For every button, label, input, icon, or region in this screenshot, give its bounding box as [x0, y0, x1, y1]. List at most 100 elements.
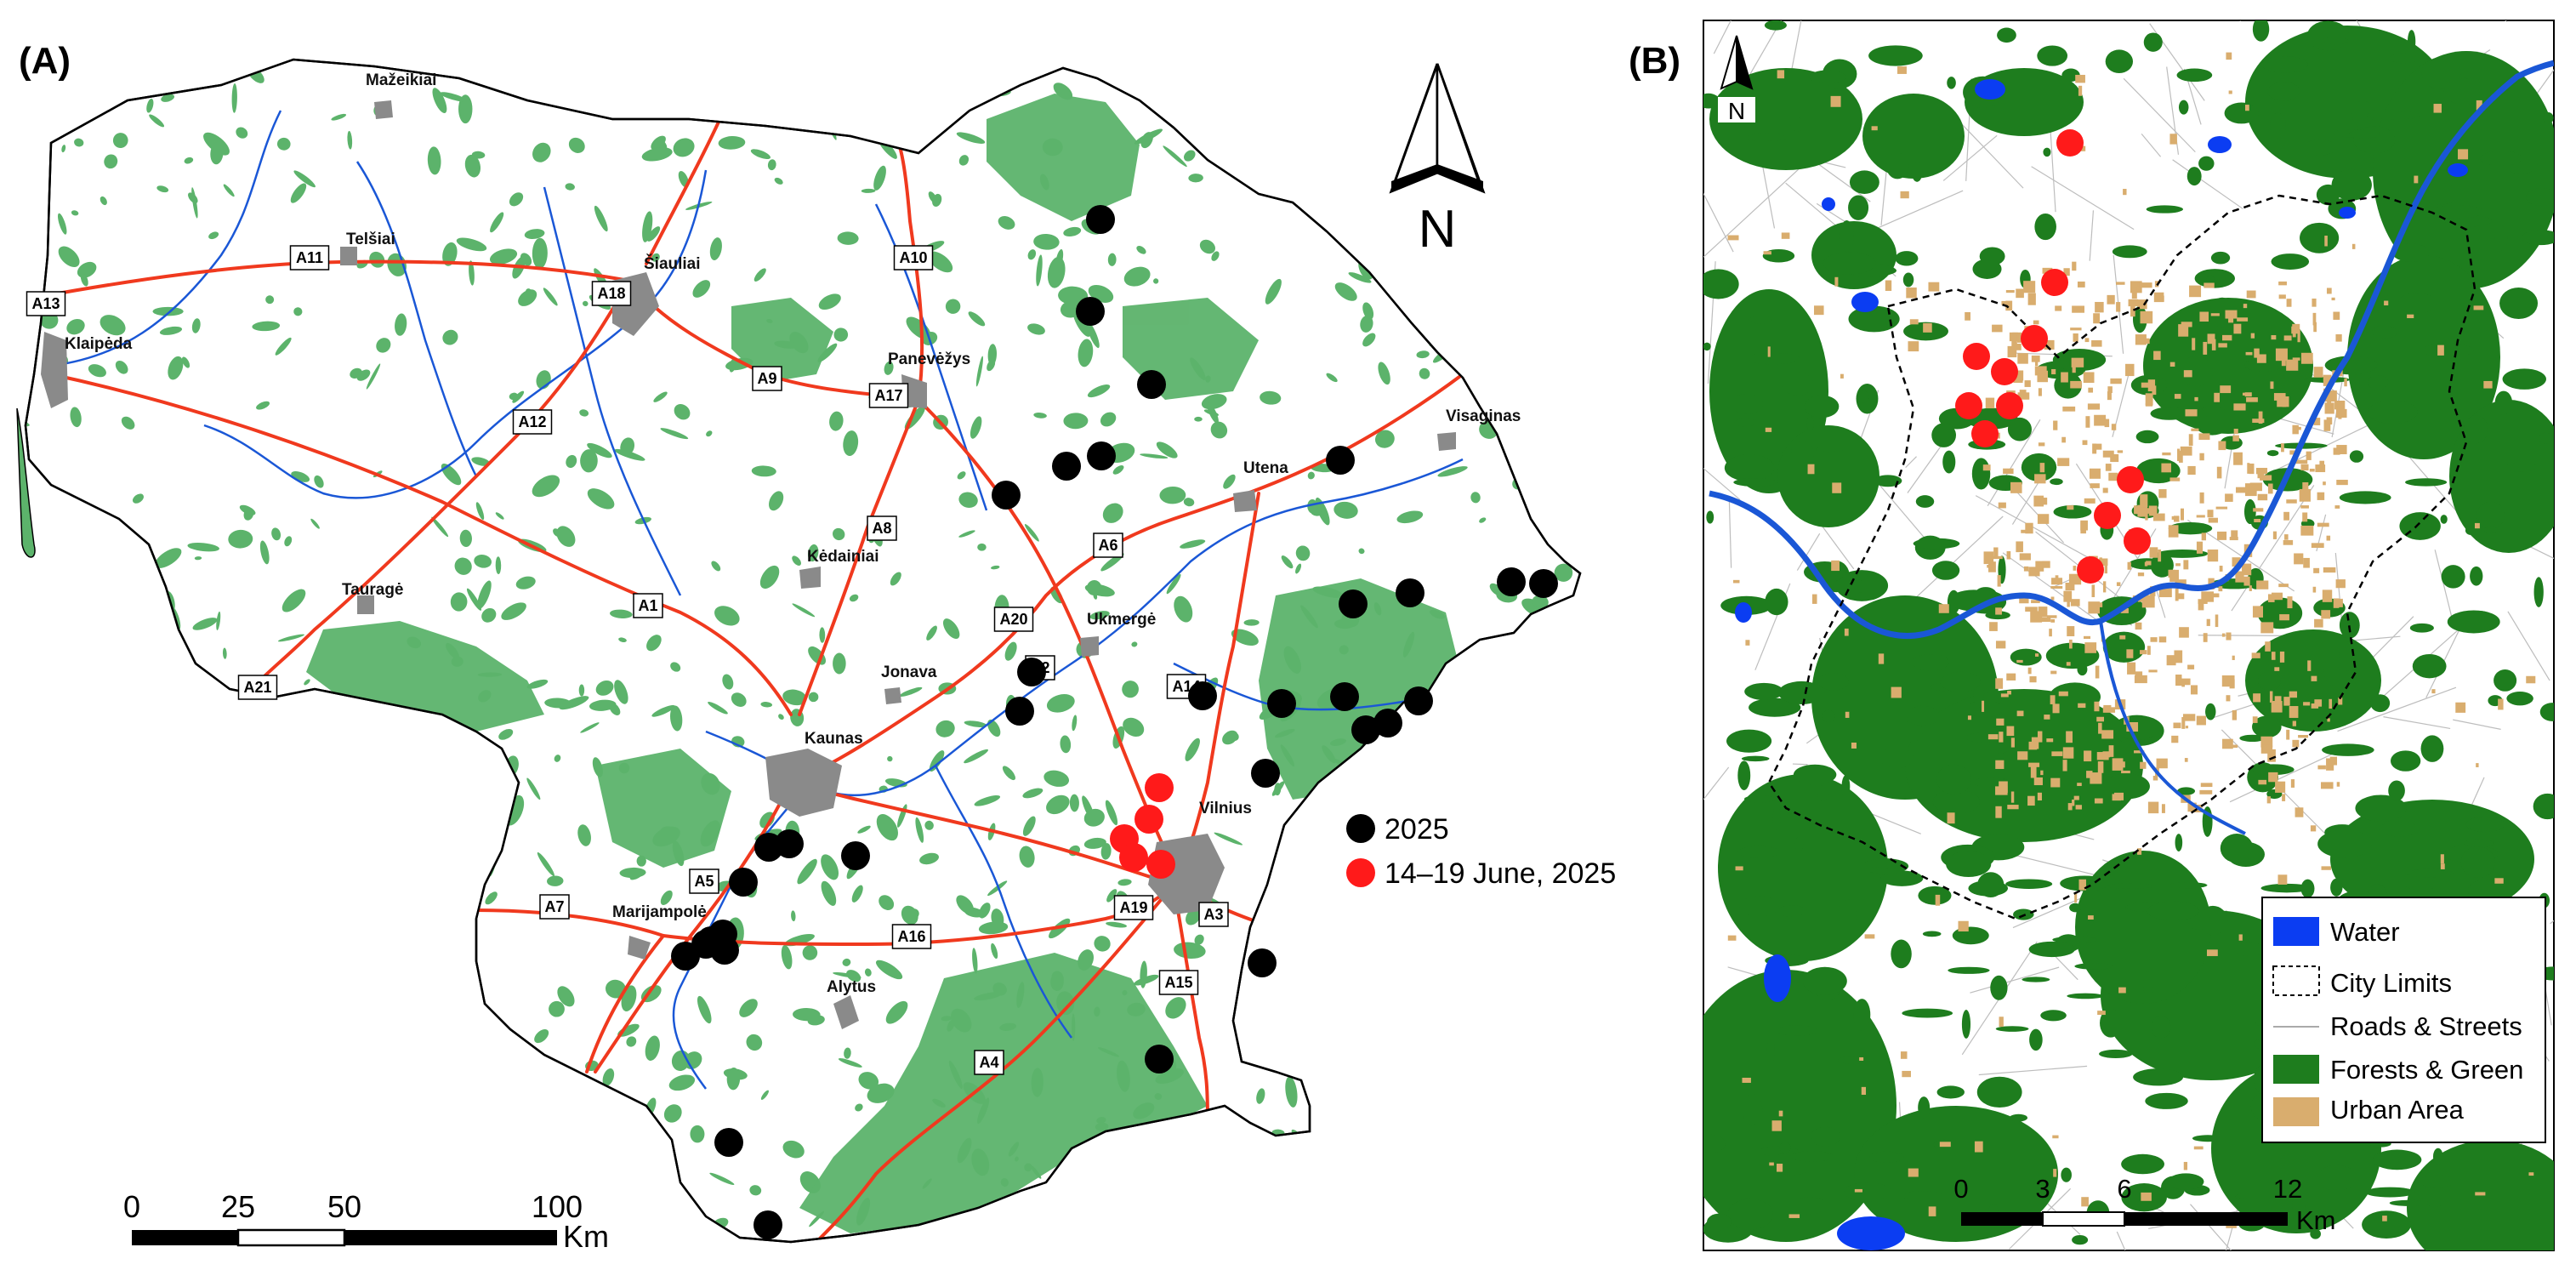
road-label: A21 [237, 675, 278, 700]
road-label: A7 [539, 894, 570, 920]
svg-text:A9: A9 [757, 370, 776, 387]
legend-b-urban-swatch [2273, 1097, 2319, 1126]
curonian-spit [16, 407, 36, 558]
road-label: A17 [868, 383, 909, 408]
road-label: A6 [1093, 532, 1123, 558]
city-label: Kaunas [805, 730, 863, 748]
point-2025 [841, 841, 870, 870]
city-label: Šiauliai [644, 254, 701, 273]
legend-label-june: 14–19 June, 2025 [1385, 857, 1616, 890]
point-2025 [1248, 948, 1277, 977]
scale-b-tick-2: 6 [2117, 1174, 2131, 1204]
city-label: Vilnius [1199, 800, 1252, 817]
points-2025-layer [671, 205, 1558, 1239]
point-june-2025-detail [1955, 392, 1982, 419]
water-bodies [1735, 79, 2468, 1250]
svg-text:A5: A5 [694, 873, 714, 890]
road-label: A13 [26, 291, 66, 316]
point-2025 [1497, 567, 1526, 596]
point-2025 [753, 1210, 782, 1239]
point-2025 [1137, 370, 1166, 399]
legend-b-urban-label: Urban Area [2330, 1095, 2465, 1125]
roads-a [32, 92, 1464, 1242]
point-june-2025-detail [1996, 392, 2023, 419]
point-2025 [1188, 681, 1217, 710]
city-label: Mažeikiai [366, 71, 436, 89]
point-june-2025-detail [2056, 129, 2084, 157]
point-june-2025-detail [2117, 466, 2144, 493]
forest-layer-a [26, 60, 1580, 1242]
legend-label-2025: 2025 [1385, 813, 1449, 846]
point-june-2025-detail [1963, 343, 1990, 370]
point-2025 [775, 829, 804, 858]
city-label: Ukmergė [1087, 611, 1156, 629]
svg-text:A19: A19 [1119, 899, 1147, 916]
legend-marker-june [1346, 858, 1375, 887]
city-limits [1767, 194, 2476, 920]
panel-a-letter: (A) [19, 40, 71, 82]
scale-b-tick-1: 3 [2035, 1174, 2050, 1204]
north-label-b: N [1728, 98, 1745, 124]
panel-b-letter: (B) [1629, 40, 1680, 82]
city-label: Telšiai [346, 231, 395, 248]
city-label: Utena [1243, 459, 1288, 477]
legend-b: Water City Limits Roads & Streets Forest… [2261, 897, 2546, 1143]
scale-a-tick-1: 25 [221, 1189, 255, 1224]
svg-text:A18: A18 [597, 285, 625, 302]
river-neris [1709, 60, 2554, 639]
svg-text:A3: A3 [1203, 906, 1223, 923]
point-june-2025-detail [2094, 502, 2121, 529]
city-label: Tauragė [342, 581, 404, 599]
point-2025 [1052, 452, 1081, 481]
road-label: A5 [689, 868, 719, 894]
north-arrow-a: N [1389, 63, 1486, 259]
svg-text:A6: A6 [1098, 537, 1117, 554]
svg-text:A15: A15 [1164, 974, 1192, 991]
point-june-2025 [1134, 805, 1163, 834]
point-june-2025-detail [2021, 325, 2048, 352]
road-label: A8 [867, 515, 897, 541]
point-june-2025-detail [1971, 420, 1999, 447]
point-2025 [1396, 578, 1424, 607]
road-label: A12 [512, 409, 553, 435]
svg-text:A8: A8 [872, 520, 891, 537]
north-label-a: N [1419, 200, 1457, 259]
scale-a-tick-2: 50 [327, 1189, 361, 1224]
road-label: A15 [1158, 970, 1199, 995]
point-2025 [1087, 441, 1116, 470]
svg-text:A21: A21 [243, 679, 271, 696]
svg-text:A12: A12 [518, 413, 546, 430]
point-2025 [992, 481, 1021, 510]
svg-text:A16: A16 [897, 928, 925, 945]
point-2025 [1330, 682, 1359, 711]
point-2025 [691, 930, 720, 959]
point-june-2025 [1146, 850, 1175, 879]
points-june-layer-a [1110, 773, 1175, 879]
north-arrow-b: N [1718, 35, 1755, 124]
legend-b-forest-label: Forests & Green [2330, 1055, 2523, 1085]
point-2025 [1373, 709, 1402, 738]
scale-a-tick-3: 100 [532, 1189, 583, 1224]
road-label: A10 [893, 245, 934, 271]
svg-text:A17: A17 [874, 387, 902, 404]
legend-b-roads-label: Roads & Streets [2330, 1011, 2522, 1041]
legend-b-forest-swatch [2273, 1055, 2319, 1084]
point-2025 [1145, 1045, 1174, 1074]
point-2025 [1339, 589, 1368, 618]
city-label: Jonava [881, 663, 937, 681]
point-june-2025-detail [2077, 556, 2104, 584]
point-2025 [1267, 689, 1296, 718]
road-label: A11 [289, 245, 330, 271]
scale-bar-b: 0 3 6 12 Km [1953, 1174, 2335, 1235]
scale-bar-a: 0 25 50 100 Km [123, 1189, 609, 1254]
scale-b-tick-0: 0 [1953, 1174, 1968, 1204]
road-label: A3 [1198, 902, 1229, 927]
point-june-2025-detail [2041, 269, 2068, 296]
point-2025 [1086, 205, 1115, 234]
point-2025 [1351, 715, 1380, 744]
city-label: Alytus [827, 978, 876, 996]
point-2025 [1076, 297, 1105, 326]
svg-text:A7: A7 [544, 898, 564, 915]
point-june-2025-detail [2124, 527, 2151, 555]
